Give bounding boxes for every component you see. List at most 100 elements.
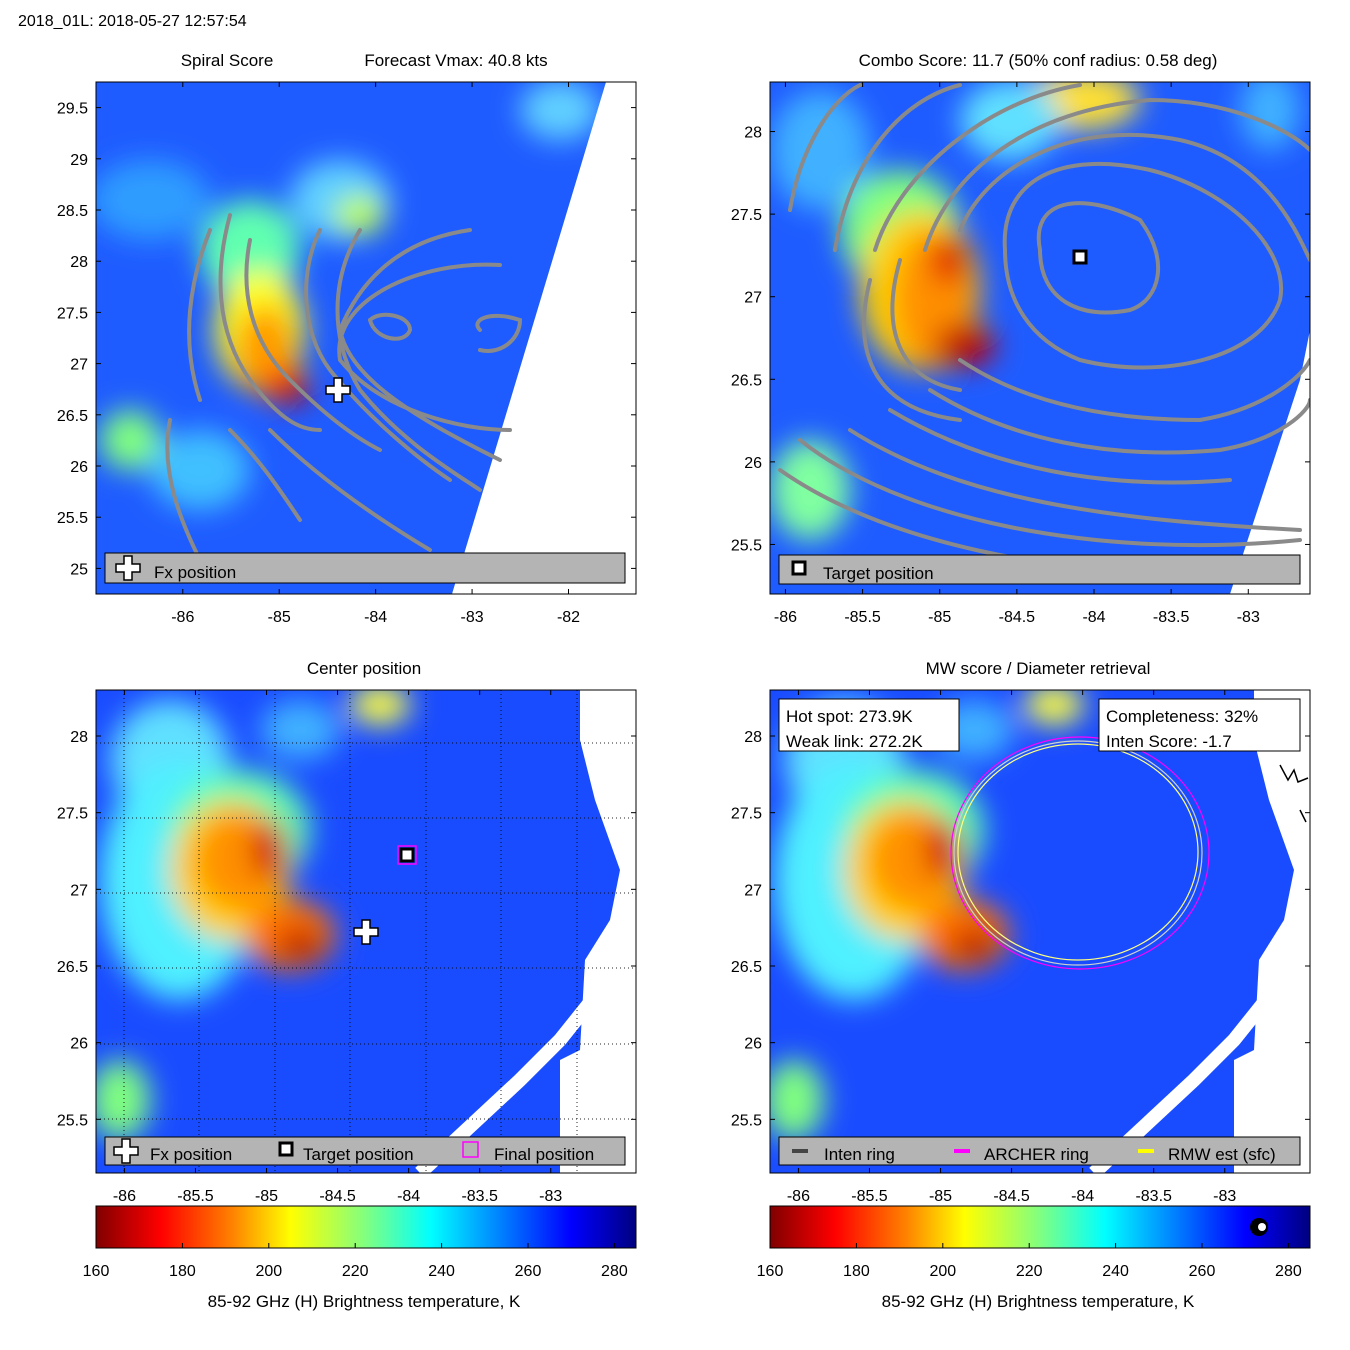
y-tick-label: 27.5: [57, 305, 88, 322]
combo-legend-target: Target position: [823, 564, 934, 583]
y-tick-label: 26.5: [57, 959, 88, 976]
mw-title: MW score / Diameter retrieval: [926, 659, 1151, 678]
colorbar-eye-marker: [1250, 1218, 1268, 1236]
x-tick-label: -86: [774, 609, 797, 626]
x-tick-label: -84.5: [993, 1188, 1030, 1205]
x-tick-label: -84: [364, 609, 387, 626]
spiral-axes: -86 -85 -84 -83 -82 29.5 29 28.5 28 27.5 27 26.5 26 2…: [57, 82, 636, 626]
y-tick-label: 25.5: [57, 510, 88, 527]
y-tick-label: 27: [744, 882, 762, 899]
colorbar-tick-label: 160: [83, 1263, 110, 1280]
y-tick-label: 26: [744, 1036, 762, 1053]
mw-heatmap: [770, 690, 1310, 1173]
colorbar-left: 160 180 200 220 240 260 280 85-92 GHz (H) Brig…: [83, 1205, 637, 1311]
y-tick-label: 27: [70, 882, 88, 899]
colorbar-tick-label: 160: [757, 1263, 784, 1280]
y-tick-label: 26.5: [57, 408, 88, 425]
x-tick-label: -84: [1082, 609, 1105, 626]
colorbar-tick-label: 240: [428, 1263, 455, 1280]
inten-score-text: Inten Score: -1.7: [1106, 732, 1232, 751]
colorbar-tick-label: 200: [255, 1263, 282, 1280]
y-tick-label: 26.5: [731, 372, 762, 389]
x-tick-label: -85.5: [844, 609, 881, 626]
x-tick-label: -83: [461, 609, 484, 626]
x-tick-label: -84.5: [999, 609, 1036, 626]
archer-ring: [950, 736, 1210, 970]
colorbar-right-ticks: 160 180 200 220 240 260 280: [757, 1243, 1302, 1280]
mw-legend-archer: ARCHER ring: [984, 1145, 1089, 1164]
colorbar-tick-label: 220: [342, 1263, 369, 1280]
x-tick-label: -85: [268, 609, 291, 626]
colorbar-left-label: 85-92 GHz (H) Brightness temperature, K: [208, 1292, 521, 1311]
x-tick-label: -83.5: [461, 1188, 498, 1205]
x-tick-label: -85: [255, 1188, 278, 1205]
combo-heatmap: [770, 82, 1310, 594]
y-tick-label: 25.5: [731, 537, 762, 554]
y-tick-label: 28: [70, 254, 88, 271]
y-tick-label: 25.5: [731, 1112, 762, 1129]
center-legend-fx: Fx position: [150, 1145, 232, 1164]
colorbar-tick-label: 220: [1016, 1263, 1043, 1280]
y-tick-label: 27: [70, 357, 88, 374]
colorbar-tick-label: 180: [843, 1263, 870, 1280]
fx-position-marker: [353, 919, 379, 945]
x-tick-label: -86: [171, 609, 194, 626]
y-tick-label: 28: [744, 729, 762, 746]
x-tick-label: -84: [397, 1188, 420, 1205]
center-title: Center position: [307, 659, 421, 678]
mw-legend-rmw: RMW est (sfc): [1168, 1145, 1276, 1164]
x-tick-label: -86: [113, 1188, 136, 1205]
spiral-title: Spiral Score: [181, 51, 274, 70]
x-tick-label: -82: [557, 609, 580, 626]
y-tick-label: 26.5: [731, 959, 762, 976]
fx-position-marker: [325, 377, 351, 403]
combo-legend: Target position: [778, 554, 1301, 585]
y-tick-label: 28: [70, 729, 88, 746]
inten-ring: [953, 740, 1203, 966]
y-tick-label: 27: [744, 290, 762, 307]
y-tick-label: 28: [744, 125, 762, 142]
y-tick-label: 29: [70, 152, 88, 169]
diameter-rings: [950, 736, 1210, 970]
x-tick-label: -84.5: [319, 1188, 356, 1205]
y-tick-label: 29.5: [57, 101, 88, 118]
colorbar-tick-label: 280: [1275, 1263, 1302, 1280]
y-tick-label: 25.5: [57, 1112, 88, 1129]
target-position-marker: [1072, 249, 1088, 265]
completeness-text: Completeness: 32%: [1106, 707, 1258, 726]
y-tick-label: 26: [70, 459, 88, 476]
combo-axes: -86 -85.5 -85 -84.5 -84 -83.5 -83 28 27.5 27 26.5 2…: [731, 82, 1310, 626]
y-tick-label: 26: [70, 1036, 88, 1053]
combo-title: Combo Score: 11.7 (50% conf radius: 0.58…: [859, 51, 1218, 70]
target-position-marker: [399, 847, 415, 863]
x-tick-label: -83: [1237, 609, 1260, 626]
center-legend-target: Target position: [303, 1145, 414, 1164]
center-heatmap: [96, 690, 636, 1173]
colorbar-tick-label: 260: [1189, 1263, 1216, 1280]
y-tick-label: 28.5: [57, 203, 88, 220]
colorbar-tick-label: 280: [601, 1263, 628, 1280]
final-position-marker: [397, 845, 417, 865]
center-position-panel: Center position: [57, 659, 637, 1205]
spiral-legend: Fx position: [104, 552, 626, 584]
figure-title: 2018_01L: 2018-05-27 12:57:54: [18, 13, 247, 30]
x-tick-label: -85: [929, 1188, 952, 1205]
y-tick-label: 27.5: [731, 207, 762, 224]
y-tick-label: 25: [70, 561, 88, 578]
y-tick-label: 27.5: [57, 806, 88, 823]
colorbar-tick-label: 200: [929, 1263, 956, 1280]
mw-completeness-box: Completeness: 32% Inten Score: -1.7: [1098, 698, 1301, 752]
colorbar-tick-label: 180: [169, 1263, 196, 1280]
colorbar-tick-label: 240: [1102, 1263, 1129, 1280]
x-tick-label: -84: [1071, 1188, 1094, 1205]
colorbar-right-label: 85-92 GHz (H) Brightness temperature, K: [882, 1292, 1195, 1311]
combo-score-panel: Combo Score: 11.7 (50% conf radius: 0.58…: [731, 51, 1311, 626]
hot-spot-text: Hot spot: 273.9K: [786, 707, 913, 726]
x-tick-label: -83: [1213, 1188, 1236, 1205]
colorbar-left-ticks: 160 180 200 220 240 260 280: [83, 1243, 628, 1280]
colorbar-right: 160 180 200 220 240 260 280 85-92 GHz (H) Brig…: [757, 1205, 1311, 1311]
rmw-ring: [957, 743, 1199, 961]
spiral-legend-fx: Fx position: [154, 563, 236, 582]
y-tick-label: 26: [744, 455, 762, 472]
x-tick-label: -85.5: [177, 1188, 214, 1205]
